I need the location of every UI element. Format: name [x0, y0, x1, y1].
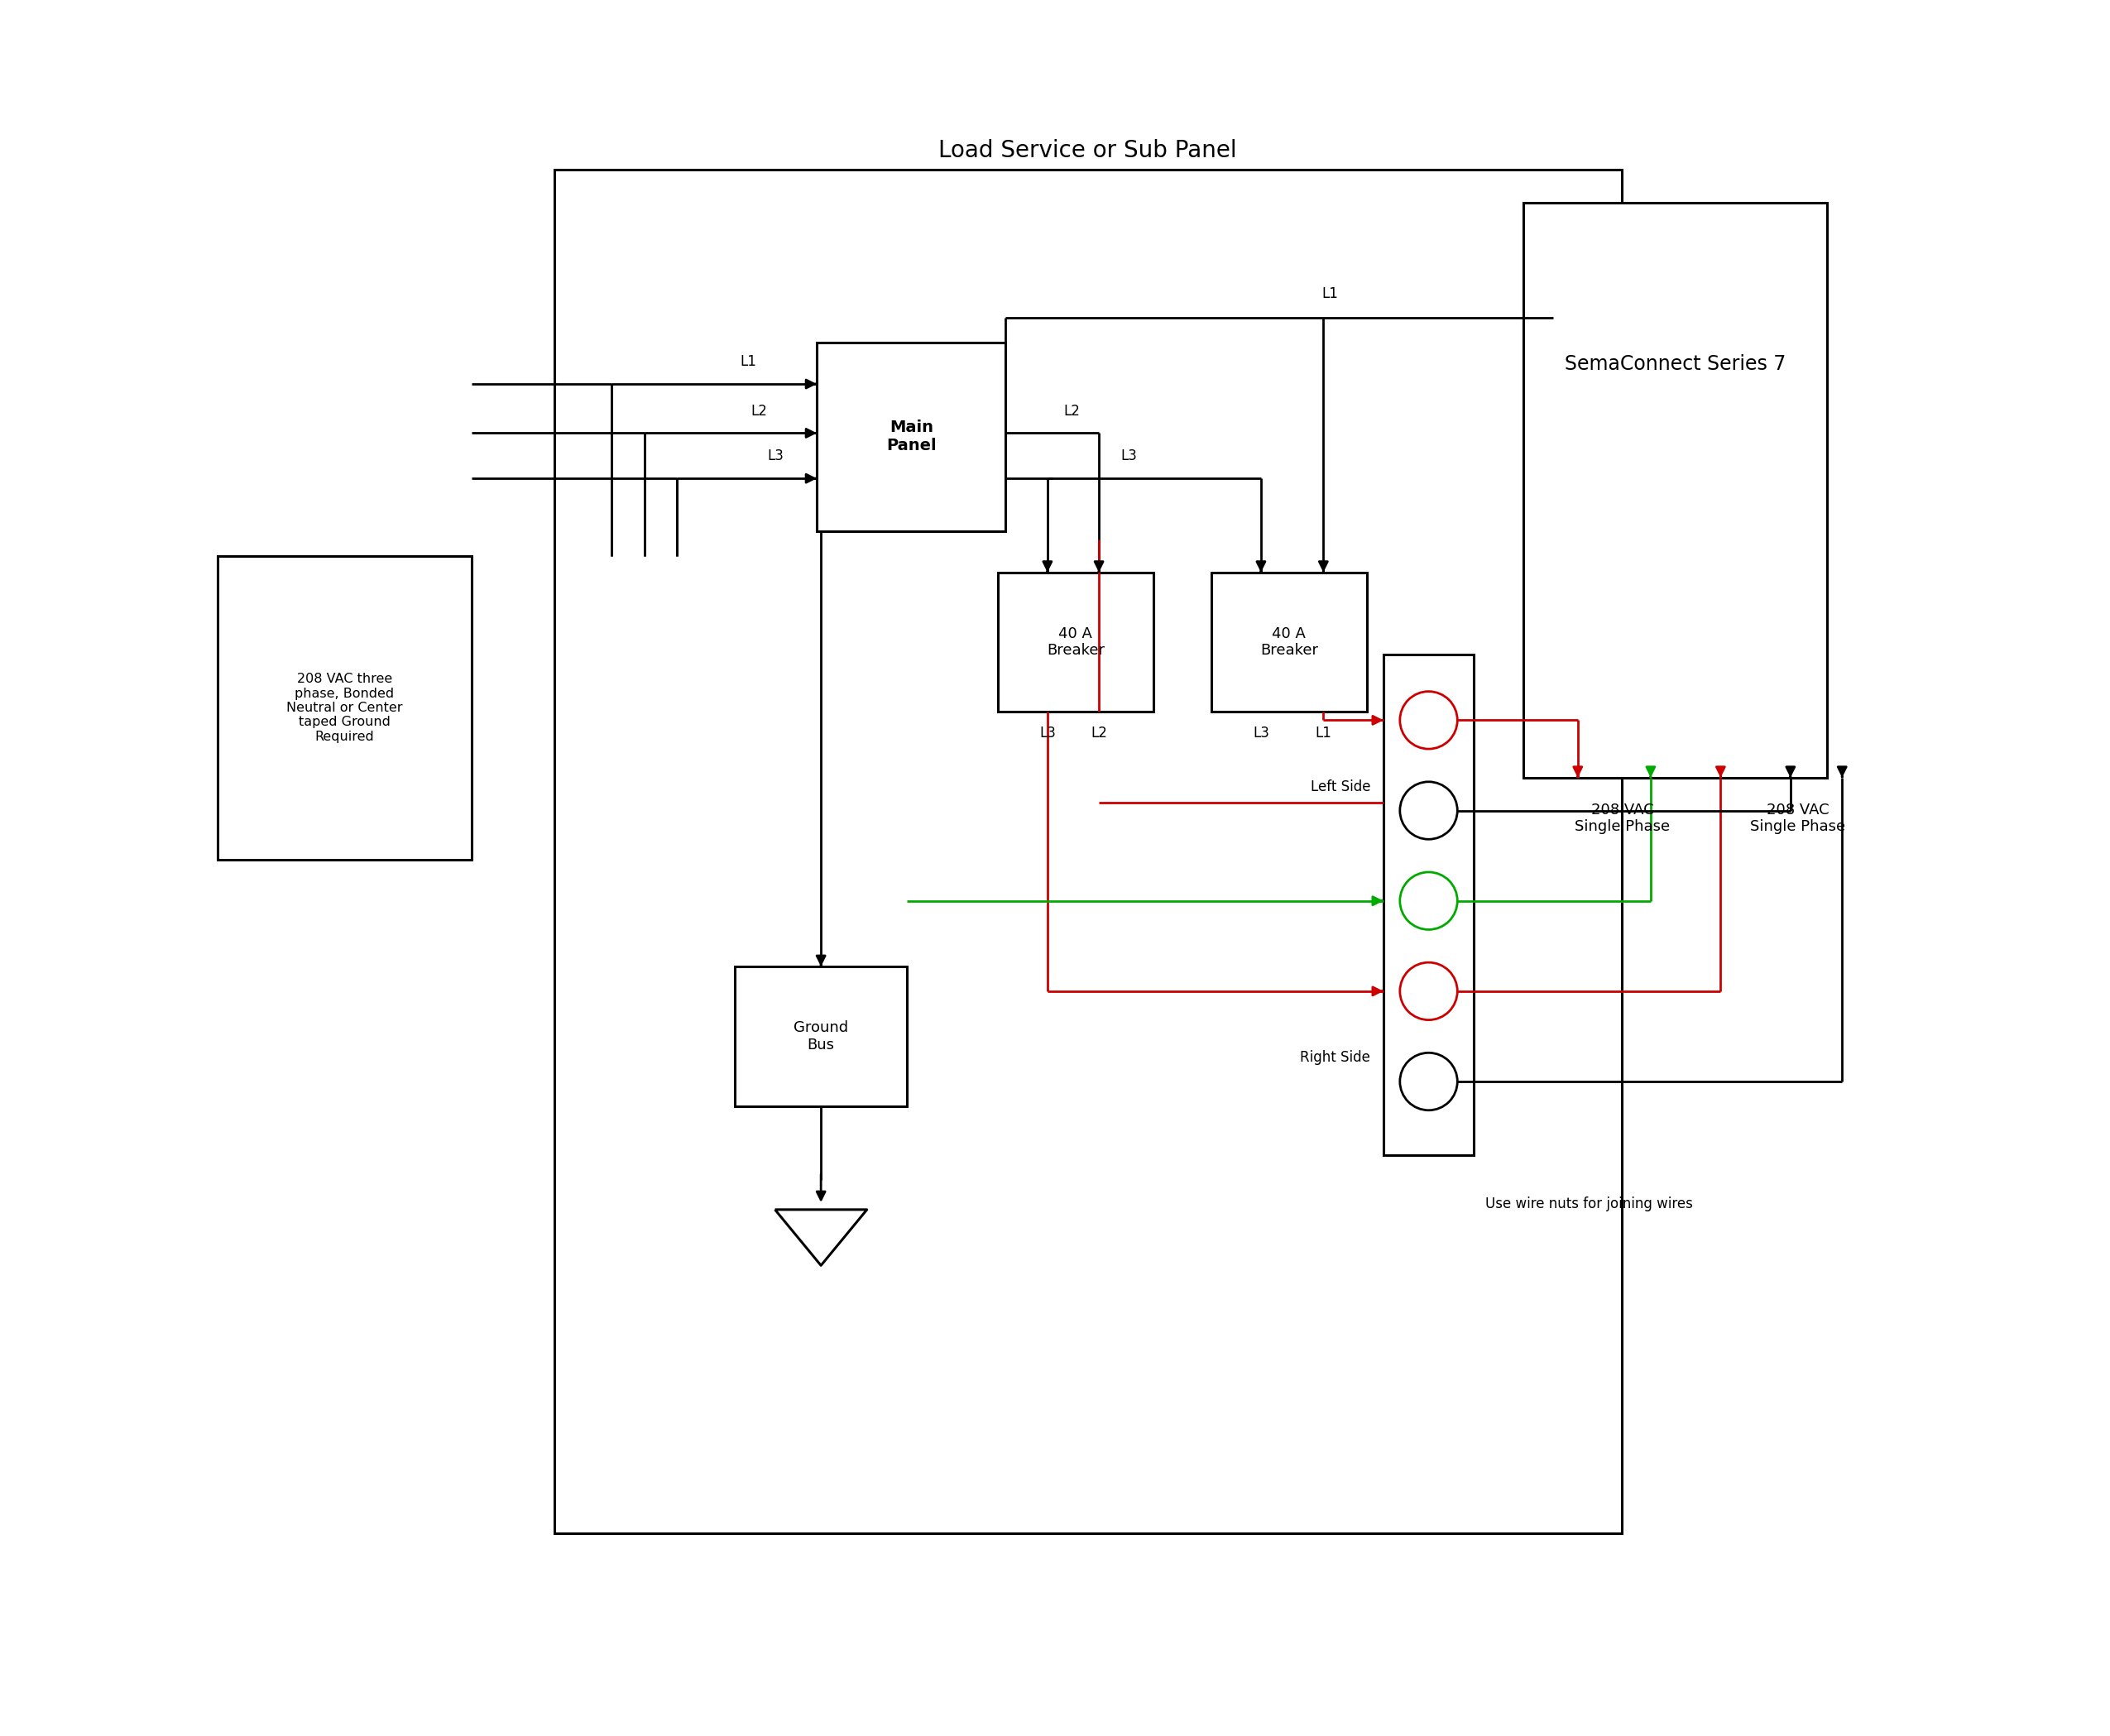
Text: L2: L2	[1091, 726, 1108, 741]
Bar	[998, 573, 1154, 712]
Text: 208 VAC three
phase, Bonded
Neutral or Center
taped Ground
Required: 208 VAC three phase, Bonded Neutral or C…	[287, 674, 403, 743]
Text: Load Service or Sub Panel: Load Service or Sub Panel	[939, 139, 1236, 161]
Circle shape	[1399, 691, 1458, 748]
Text: Right Side: Right Side	[1300, 1050, 1369, 1066]
Text: 208 VAC
Single Phase: 208 VAC Single Phase	[1574, 802, 1671, 835]
Text: L2: L2	[1063, 403, 1080, 418]
Text: L1: L1	[1315, 726, 1331, 741]
Bar	[217, 556, 473, 859]
Text: L1: L1	[741, 354, 755, 370]
Text: L3: L3	[1040, 726, 1055, 741]
Text: 208 VAC
Single Phase: 208 VAC Single Phase	[1749, 802, 1846, 835]
Circle shape	[1399, 1052, 1458, 1111]
Text: Main
Panel: Main Panel	[886, 420, 937, 453]
Bar	[1211, 573, 1367, 712]
Bar	[1523, 203, 1827, 778]
Text: L3: L3	[768, 448, 785, 464]
Bar	[1384, 654, 1473, 1156]
Circle shape	[1399, 781, 1458, 838]
Text: 40 A
Breaker: 40 A Breaker	[1260, 627, 1319, 658]
Text: L2: L2	[751, 403, 768, 418]
Bar	[734, 967, 907, 1106]
Text: Left Side: Left Side	[1310, 779, 1369, 793]
Bar	[817, 342, 1006, 531]
Text: Use wire nuts for joining wires: Use wire nuts for joining wires	[1485, 1196, 1692, 1212]
Circle shape	[1399, 871, 1458, 929]
Text: Ground
Bus: Ground Bus	[793, 1021, 848, 1052]
Text: SemaConnect Series 7: SemaConnect Series 7	[1564, 354, 1785, 373]
Text: L3: L3	[1120, 448, 1137, 464]
Circle shape	[1399, 962, 1458, 1021]
Text: 40 A
Breaker: 40 A Breaker	[1047, 627, 1104, 658]
Bar	[555, 170, 1623, 1533]
Text: L3: L3	[1253, 726, 1270, 741]
Text: L1: L1	[1321, 286, 1338, 302]
